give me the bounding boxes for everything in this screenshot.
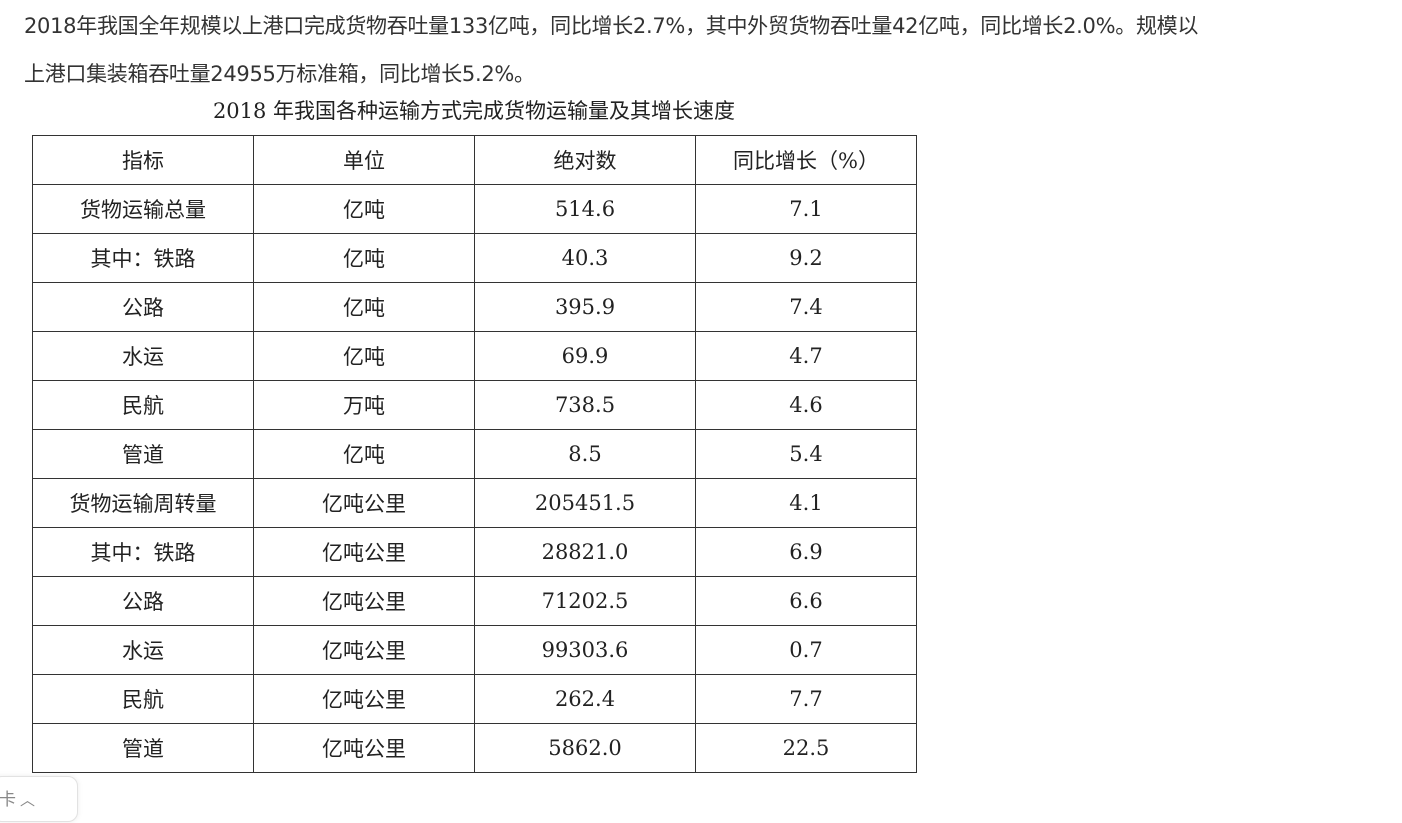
table-row: 水运 亿吨 69.9 4.7 — [32, 331, 917, 381]
table-title: 2018 年我国各种运输方式完成货物运输量及其增长速度 — [212, 99, 736, 123]
cell-unit: 亿吨公里 — [253, 674, 475, 724]
cell-indicator: 民航 — [32, 674, 254, 724]
cell-unit: 亿吨 — [253, 331, 475, 381]
cell-growth: 4.7 — [695, 331, 917, 381]
table-row: 货物运输周转量 亿吨公里 205451.5 4.1 — [32, 478, 917, 528]
collapse-panel-tab[interactable]: 卡 ︿ — [0, 776, 78, 822]
cell-unit: 亿吨 — [253, 184, 475, 234]
cell-absolute: 8.5 — [474, 429, 696, 479]
chevron-up-icon: ︿ — [20, 791, 36, 809]
cell-indicator: 公路 — [32, 576, 254, 626]
cell-growth: 4.6 — [695, 380, 917, 430]
table-row: 水运 亿吨公里 99303.6 0.7 — [32, 625, 917, 675]
cell-indicator: 其中：铁路 — [32, 527, 254, 577]
table-row: 其中：铁路 亿吨公里 28821.0 6.9 — [32, 527, 917, 577]
cell-indicator: 水运 — [32, 331, 254, 381]
cell-absolute: 40.3 — [474, 233, 696, 283]
cell-absolute: 395.9 — [474, 282, 696, 332]
cell-absolute: 69.9 — [474, 331, 696, 381]
cell-unit: 亿吨公里 — [253, 625, 475, 675]
collapse-tab-label: 卡 — [0, 790, 16, 810]
cell-growth: 7.7 — [695, 674, 917, 724]
cell-unit: 亿吨 — [253, 282, 475, 332]
cell-absolute: 99303.6 — [474, 625, 696, 675]
cell-unit: 万吨 — [253, 380, 475, 430]
cell-unit: 亿吨公里 — [253, 478, 475, 528]
cell-growth: 22.5 — [695, 723, 917, 773]
cell-absolute: 205451.5 — [474, 478, 696, 528]
cell-indicator: 其中：铁路 — [32, 233, 254, 283]
table-header-row: 指标 单位 绝对数 同比增长（%） — [32, 135, 917, 185]
cell-indicator: 公路 — [32, 282, 254, 332]
table-row: 公路 亿吨公里 71202.5 6.6 — [32, 576, 917, 626]
cell-growth: 4.1 — [695, 478, 917, 528]
header-unit: 单位 — [253, 135, 475, 185]
cell-growth: 0.7 — [695, 625, 917, 675]
cell-indicator: 货物运输周转量 — [32, 478, 254, 528]
intro-line-2: 上港口集装箱吞吐量24955万标准箱，同比增长5.2%。 — [24, 62, 535, 86]
cell-absolute: 738.5 — [474, 380, 696, 430]
cell-growth: 9.2 — [695, 233, 917, 283]
cell-absolute: 514.6 — [474, 184, 696, 234]
cell-indicator: 民航 — [32, 380, 254, 430]
cell-unit: 亿吨公里 — [253, 527, 475, 577]
cell-indicator: 管道 — [32, 723, 254, 773]
header-absolute: 绝对数 — [474, 135, 696, 185]
cell-indicator: 管道 — [32, 429, 254, 479]
intro-line-1: 2018年我国全年规模以上港口完成货物吞吐量133亿吨，同比增长2.7%，其中外… — [24, 14, 1199, 38]
cell-unit: 亿吨 — [253, 233, 475, 283]
intro-paragraph: 2018年我国全年规模以上港口完成货物吞吐量133亿吨，同比增长2.7%，其中外… — [24, 2, 1384, 98]
cell-absolute: 5862.0 — [474, 723, 696, 773]
table-row: 管道 亿吨公里 5862.0 22.5 — [32, 723, 917, 773]
cell-indicator: 货物运输总量 — [32, 184, 254, 234]
cell-absolute: 28821.0 — [474, 527, 696, 577]
table-row: 其中：铁路 亿吨 40.3 9.2 — [32, 233, 917, 283]
table-row: 公路 亿吨 395.9 7.4 — [32, 282, 917, 332]
cell-growth: 7.4 — [695, 282, 917, 332]
cell-absolute: 71202.5 — [474, 576, 696, 626]
cell-indicator: 水运 — [32, 625, 254, 675]
cell-unit: 亿吨公里 — [253, 576, 475, 626]
cell-growth: 6.6 — [695, 576, 917, 626]
cell-unit: 亿吨 — [253, 429, 475, 479]
table-row: 民航 万吨 738.5 4.6 — [32, 380, 917, 430]
header-growth: 同比增长（%） — [695, 135, 917, 185]
table-row: 管道 亿吨 8.5 5.4 — [32, 429, 917, 479]
cell-growth: 5.4 — [695, 429, 917, 479]
freight-table: 指标 单位 绝对数 同比增长（%） 货物运输总量 亿吨 514.6 7.1 其中… — [32, 135, 917, 773]
cell-absolute: 262.4 — [474, 674, 696, 724]
cell-unit: 亿吨公里 — [253, 723, 475, 773]
table-row: 货物运输总量 亿吨 514.6 7.1 — [32, 184, 917, 234]
header-indicator: 指标 — [32, 135, 254, 185]
table-row: 民航 亿吨公里 262.4 7.7 — [32, 674, 917, 724]
cell-growth: 6.9 — [695, 527, 917, 577]
cell-growth: 7.1 — [695, 184, 917, 234]
